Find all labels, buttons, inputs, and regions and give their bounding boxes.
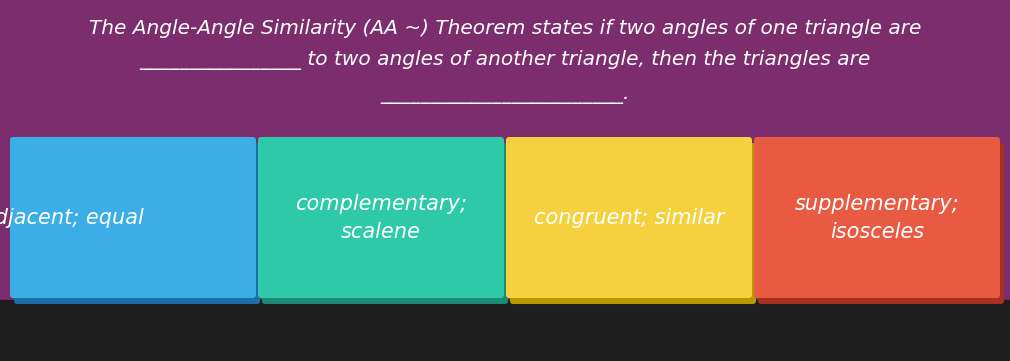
- Text: congruent; similar: congruent; similar: [534, 208, 724, 227]
- FancyBboxPatch shape: [754, 137, 1000, 298]
- FancyBboxPatch shape: [10, 137, 256, 298]
- FancyBboxPatch shape: [506, 137, 752, 298]
- FancyBboxPatch shape: [510, 143, 756, 304]
- Text: The Angle-Angle Similarity (AA ~) Theorem states if two angles of one triangle a: The Angle-Angle Similarity (AA ~) Theore…: [89, 18, 921, 38]
- FancyBboxPatch shape: [262, 143, 508, 304]
- Text: ________________________.: ________________________.: [381, 86, 629, 104]
- Text: ________________ to two angles of another triangle, then the triangles are: ________________ to two angles of anothe…: [139, 50, 871, 70]
- Text: supplementary;
isosceles: supplementary; isosceles: [795, 193, 959, 242]
- Text: adjacent; equal: adjacent; equal: [0, 208, 143, 227]
- FancyBboxPatch shape: [258, 137, 504, 298]
- FancyBboxPatch shape: [14, 143, 260, 304]
- FancyBboxPatch shape: [758, 143, 1004, 304]
- Bar: [0, 300, 1010, 361]
- Text: complementary;
scalene: complementary; scalene: [295, 193, 467, 242]
